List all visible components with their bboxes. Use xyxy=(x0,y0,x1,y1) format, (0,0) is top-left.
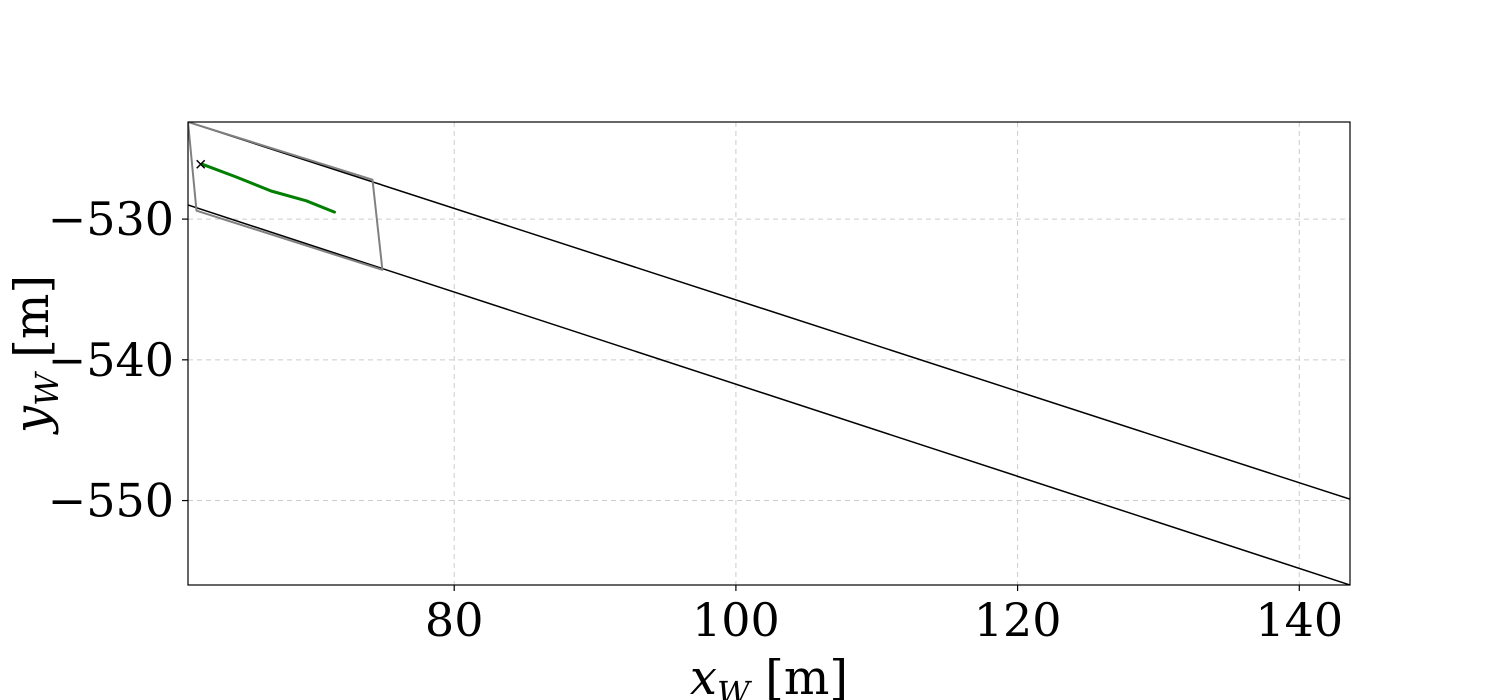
y-axis-ticks: −530 −540 −550 xyxy=(48,192,188,528)
y-axis-label: yW [m] xyxy=(4,275,66,435)
grid-lines xyxy=(188,122,1350,585)
x-axis-label: xW [m] xyxy=(690,650,848,700)
y-tick-label: −550 xyxy=(48,474,174,528)
series-group xyxy=(188,122,1350,585)
plot-frame xyxy=(187,121,1351,586)
x-tick-label: 120 xyxy=(974,593,1062,647)
x-tick-label: 140 xyxy=(1255,593,1343,647)
x-tick-label: 80 xyxy=(425,593,484,647)
trajectory-line xyxy=(200,162,336,214)
road-boundary-upper-line xyxy=(188,122,1350,500)
region-outline-line xyxy=(188,122,384,271)
road-boundary-lower-line xyxy=(188,204,1350,585)
x-axis-ticks: 80 100 120 140 xyxy=(425,585,1343,647)
x-tick-label: 100 xyxy=(692,593,780,647)
y-tick-label: −530 xyxy=(48,192,174,246)
start-x-marker xyxy=(196,159,206,169)
y-tick-label: −540 xyxy=(48,333,174,387)
